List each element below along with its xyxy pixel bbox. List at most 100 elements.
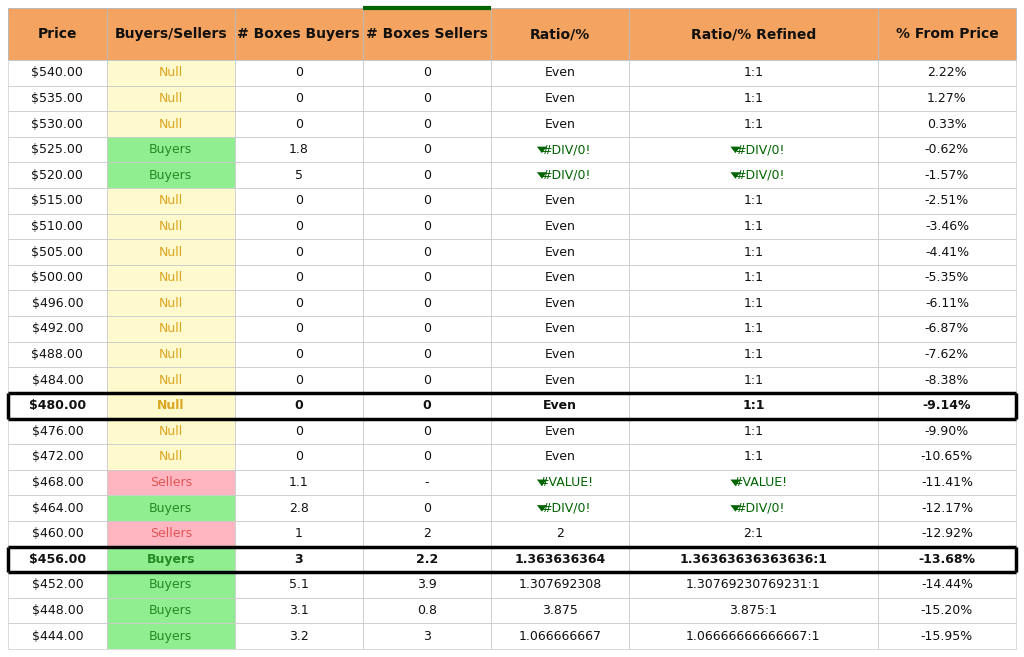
Text: #DIV/0!: #DIV/0! bbox=[541, 143, 591, 156]
Bar bbox=[490, 239, 629, 265]
Text: Sellers: Sellers bbox=[150, 528, 191, 540]
Bar bbox=[234, 521, 362, 547]
Bar bbox=[490, 521, 629, 547]
Bar bbox=[490, 162, 629, 188]
Bar bbox=[490, 290, 629, 316]
Bar bbox=[8, 521, 106, 547]
Text: 1:1: 1:1 bbox=[743, 246, 764, 259]
Bar bbox=[8, 444, 106, 470]
Bar bbox=[106, 290, 234, 316]
Text: $496.00: $496.00 bbox=[32, 297, 83, 310]
Text: 0: 0 bbox=[295, 246, 303, 259]
Bar bbox=[629, 60, 878, 85]
Text: -6.11%: -6.11% bbox=[925, 297, 969, 310]
Text: Null: Null bbox=[159, 66, 183, 79]
Bar bbox=[629, 111, 878, 137]
Text: 1:1: 1:1 bbox=[743, 118, 764, 131]
Bar bbox=[106, 214, 234, 239]
Bar bbox=[878, 623, 1016, 649]
Bar bbox=[106, 521, 234, 547]
Text: 1:1: 1:1 bbox=[743, 92, 764, 105]
Text: 3.9: 3.9 bbox=[417, 578, 436, 591]
Text: 0: 0 bbox=[423, 66, 431, 79]
Text: 0: 0 bbox=[423, 118, 431, 131]
Text: 1.307692308: 1.307692308 bbox=[518, 578, 601, 591]
Text: 3.875: 3.875 bbox=[542, 604, 578, 617]
Text: 0.33%: 0.33% bbox=[927, 118, 967, 131]
Bar bbox=[362, 60, 490, 85]
Bar bbox=[106, 162, 234, 188]
Bar bbox=[629, 623, 878, 649]
Bar bbox=[362, 419, 490, 444]
Text: 0: 0 bbox=[295, 194, 303, 208]
Bar bbox=[106, 572, 234, 598]
Text: 0: 0 bbox=[423, 425, 431, 438]
Bar bbox=[878, 316, 1016, 342]
Bar bbox=[878, 214, 1016, 239]
Bar bbox=[234, 572, 362, 598]
Text: 0: 0 bbox=[295, 348, 303, 361]
Polygon shape bbox=[537, 147, 547, 153]
Text: $448.00: $448.00 bbox=[32, 604, 83, 617]
Bar bbox=[878, 137, 1016, 162]
Bar bbox=[878, 367, 1016, 393]
Text: Even: Even bbox=[545, 425, 575, 438]
Bar bbox=[8, 393, 106, 419]
Bar bbox=[234, 623, 362, 649]
Text: 0.8: 0.8 bbox=[417, 604, 437, 617]
Bar bbox=[490, 60, 629, 85]
Text: 0: 0 bbox=[295, 374, 303, 386]
Bar bbox=[8, 188, 106, 214]
Text: Null: Null bbox=[159, 297, 183, 310]
Text: Sellers: Sellers bbox=[150, 476, 191, 489]
Bar bbox=[362, 316, 490, 342]
Text: 0: 0 bbox=[423, 194, 431, 208]
Text: Price: Price bbox=[38, 27, 77, 41]
Bar bbox=[878, 470, 1016, 495]
Text: Even: Even bbox=[545, 118, 575, 131]
Bar bbox=[106, 188, 234, 214]
Text: 0: 0 bbox=[423, 92, 431, 105]
Bar bbox=[234, 188, 362, 214]
Text: $472.00: $472.00 bbox=[32, 451, 83, 463]
Text: 1.27%: 1.27% bbox=[927, 92, 967, 105]
Text: #DIV/0!: #DIV/0! bbox=[541, 502, 591, 514]
Text: -7.62%: -7.62% bbox=[925, 348, 969, 361]
Bar bbox=[362, 393, 490, 419]
Bar bbox=[106, 265, 234, 290]
Text: 0: 0 bbox=[295, 425, 303, 438]
Text: Buyers: Buyers bbox=[150, 169, 193, 182]
Bar bbox=[629, 342, 878, 367]
Bar bbox=[878, 265, 1016, 290]
Text: 2: 2 bbox=[423, 528, 431, 540]
Bar bbox=[490, 214, 629, 239]
Text: 0: 0 bbox=[423, 502, 431, 514]
Bar bbox=[362, 8, 490, 60]
Bar bbox=[490, 188, 629, 214]
Text: 0: 0 bbox=[295, 92, 303, 105]
Text: 0: 0 bbox=[295, 323, 303, 335]
Bar bbox=[362, 290, 490, 316]
Text: 1:1: 1:1 bbox=[743, 348, 764, 361]
Polygon shape bbox=[537, 172, 547, 179]
Bar bbox=[234, 547, 362, 572]
Bar bbox=[362, 188, 490, 214]
Bar bbox=[362, 470, 490, 495]
Text: 0: 0 bbox=[423, 451, 431, 463]
Text: -5.35%: -5.35% bbox=[925, 271, 969, 284]
Text: $444.00: $444.00 bbox=[32, 629, 83, 643]
Text: 0: 0 bbox=[423, 297, 431, 310]
Text: 3.875:1: 3.875:1 bbox=[729, 604, 777, 617]
Bar bbox=[490, 316, 629, 342]
Text: 1:1: 1:1 bbox=[743, 374, 764, 386]
Text: 0: 0 bbox=[295, 118, 303, 131]
Bar bbox=[234, 85, 362, 111]
Bar bbox=[878, 444, 1016, 470]
Bar bbox=[106, 470, 234, 495]
Text: Even: Even bbox=[545, 323, 575, 335]
Bar bbox=[106, 8, 234, 60]
Text: -8.38%: -8.38% bbox=[925, 374, 969, 386]
Text: 0: 0 bbox=[295, 451, 303, 463]
Bar bbox=[8, 547, 106, 572]
Bar bbox=[106, 598, 234, 623]
